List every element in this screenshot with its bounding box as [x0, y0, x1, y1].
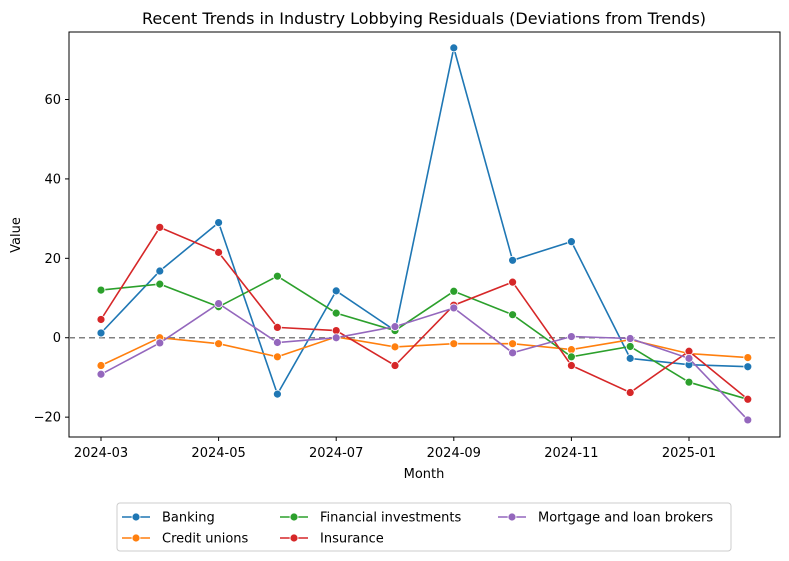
legend-label: Financial investments [320, 511, 461, 526]
data-point [684, 377, 694, 387]
data-point [625, 388, 635, 397]
data-point [449, 303, 459, 313]
data-point [508, 310, 517, 320]
legend-item-banking: Banking [122, 511, 215, 526]
legend-marker [507, 512, 517, 522]
y-axis-label: Value [9, 217, 24, 253]
data-point [743, 362, 753, 372]
data-point [155, 266, 165, 276]
x-axis-label: Month [404, 467, 445, 482]
x-tick-label: 2024-03 [74, 446, 128, 461]
legend-marker [131, 512, 141, 522]
x-tick-label: 2024-07 [309, 446, 363, 461]
data-point [743, 394, 753, 404]
data-point [96, 285, 106, 295]
x-tick-label: 2025-01 [662, 446, 716, 461]
data-point [449, 43, 459, 53]
chart-title: Recent Trends in Industry Lobbying Resid… [142, 9, 706, 28]
data-point [96, 361, 106, 370]
legend: Banking Credit unions Financial investment… [116, 502, 732, 552]
data-point [96, 328, 106, 338]
data-point [743, 353, 753, 362]
legend-item-credit-unions: Credit unions [122, 532, 249, 547]
x-tick-label: 2024-05 [191, 446, 245, 461]
data-point [214, 299, 224, 308]
legend-item-insurance: Insurance [280, 532, 384, 547]
data-point [508, 255, 517, 265]
y-tick-label: 40 [44, 172, 61, 187]
data-point [567, 237, 576, 247]
data-point [214, 218, 224, 227]
data-point [390, 322, 400, 332]
data-point [214, 247, 224, 257]
data-point [390, 361, 400, 370]
data-point [567, 332, 576, 341]
series-financial-investments [96, 271, 753, 404]
data-point [214, 339, 224, 349]
data-point [508, 348, 517, 358]
data-point [331, 333, 341, 343]
series-line-banking [100, 47, 748, 397]
x-tick-label: 2024-11 [544, 446, 598, 461]
data-point [272, 352, 282, 362]
series-mortgage-and-loan-brokers [96, 299, 753, 425]
data-point [449, 339, 459, 349]
data-point [625, 342, 635, 351]
data-point [96, 369, 106, 379]
data-point [684, 353, 694, 363]
y-tick-label: −20 [34, 411, 61, 426]
series-line-insurance [100, 226, 749, 400]
data-point [272, 338, 282, 347]
y-tick-label: 0 [53, 331, 61, 346]
data-point [625, 334, 635, 343]
legend-item-mortgage-and-loan-brokers: Mortgage and loan brokers [498, 511, 713, 526]
series-line-mortgage-and-loan-brokers [100, 302, 749, 421]
data-point [155, 338, 165, 348]
data-point [272, 271, 282, 281]
data-point [508, 277, 517, 287]
legend-marker [289, 533, 299, 543]
legend-item-financial-investments: Financial investments [280, 511, 461, 526]
y-tick-label: 60 [44, 93, 61, 108]
legend-label: Credit unions [162, 532, 249, 547]
data-point [331, 286, 341, 296]
data-point [272, 323, 282, 332]
data-point [449, 286, 459, 296]
data-point [390, 342, 400, 352]
series-line-financial-investments [100, 275, 749, 401]
x-tick-label: 2024-09 [427, 446, 481, 461]
data-point [272, 389, 282, 399]
data-point [567, 352, 576, 362]
data-point [625, 353, 635, 363]
data-point [155, 279, 165, 289]
legend-frame [116, 502, 732, 552]
data-point [743, 415, 753, 425]
legend-label: Insurance [320, 532, 384, 547]
data-point [508, 339, 517, 349]
legend-marker [289, 512, 299, 522]
data-point [155, 222, 165, 232]
legend-label: Mortgage and loan brokers [538, 511, 713, 526]
plot-area [68, 31, 781, 438]
data-point [331, 308, 341, 318]
data-point [96, 315, 106, 324]
legend-label: Banking [162, 511, 215, 526]
legend-marker [131, 533, 141, 543]
y-tick-label: 20 [44, 252, 61, 267]
data-point [567, 361, 576, 370]
